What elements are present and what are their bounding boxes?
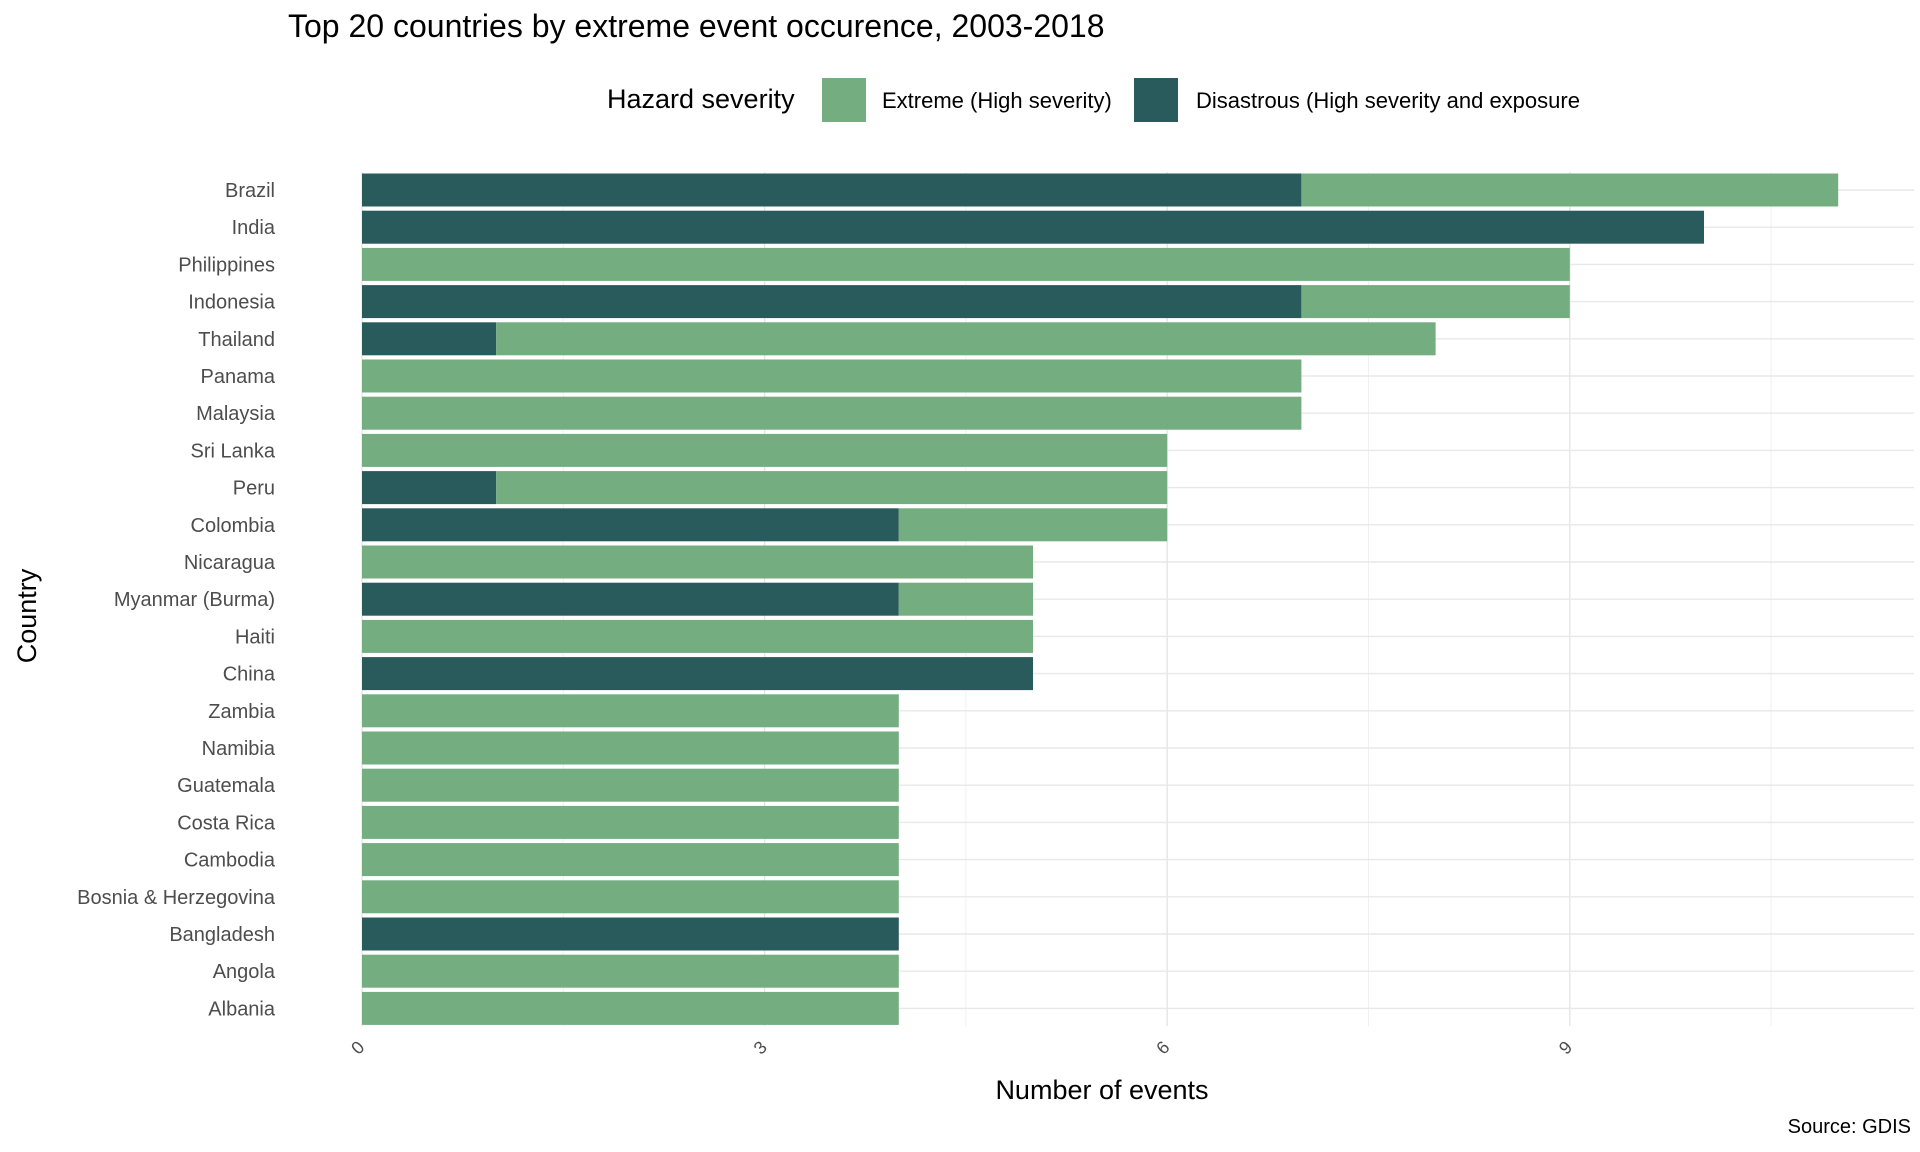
bar-extreme [362,731,899,765]
legend-label-disastrous: Disastrous (High severity and exposure [1196,88,1580,113]
bar-extreme [362,768,899,802]
x-tick-label: 6 [1152,1037,1173,1058]
y-tick-label: Peru [233,478,275,500]
y-tick-label: China [223,664,276,686]
legend-key-disastrous [1134,78,1178,122]
y-tick-label: Cambodia [184,850,276,872]
y-tick-label: Sri Lanka [191,440,276,462]
bar-extreme [496,471,1168,505]
y-tick-label: Angola [213,961,276,983]
x-tick-label: 0 [347,1037,368,1058]
bar-extreme [898,582,1033,616]
bar-disastrous [362,173,1302,207]
y-tick-label: Haiti [235,626,275,648]
y-tick-label: Bangladesh [169,924,275,946]
chart-title: Top 20 countries by extreme event occure… [288,8,1105,44]
bar-extreme [496,322,1436,356]
y-tick-label: India [232,217,276,239]
bar-disastrous [362,322,497,356]
legend-label-extreme: Extreme (High severity) [882,88,1112,113]
bar-extreme [1301,173,1839,207]
bar-extreme [362,843,899,877]
x-axis-title: Number of events [995,1075,1208,1105]
y-tick-label: Myanmar (Burma) [114,589,275,611]
bar-disastrous [362,285,1302,319]
bar-disastrous [362,657,1033,691]
y-tick-label: Indonesia [188,292,276,314]
bar-extreme [362,433,1168,467]
bar-extreme [898,508,1168,542]
legend: Hazard severity Extreme (High severity) … [0,78,1920,122]
y-tick-label: Nicaragua [184,552,276,574]
bar-disastrous [362,210,1704,244]
bar-disastrous [362,582,899,616]
y-axis-title: Country [12,568,42,663]
y-tick-label: Zambia [208,701,276,723]
bar-extreme [362,247,1570,281]
y-tick-label: Philippines [178,254,275,276]
bar-extreme [362,359,1302,393]
bar-disastrous [362,508,899,542]
bar-extreme [362,991,899,1025]
bar-extreme [362,880,899,914]
y-tick-label: Thailand [198,329,275,351]
y-tick-label: Namibia [202,738,276,760]
bar-disastrous [362,917,899,951]
y-tick-labels: Brazil India Philippines Indonesia Thailand P… [77,180,276,1020]
y-tick-label: Malaysia [196,403,276,425]
bar-extreme [362,805,899,839]
bar-disastrous [362,471,497,505]
y-tick-label: Panama [201,366,276,388]
source-caption: Source: GDIS [1787,1116,1911,1138]
bar-extreme [362,619,1033,653]
y-tick-label: Colombia [191,515,276,537]
x-tick-label: 9 [1555,1037,1576,1058]
bar-extreme [362,396,1302,430]
y-tick-label: Guatemala [177,775,276,797]
y-tick-label: Albania [208,998,276,1020]
x-tick-labels: 0 3 6 9 [347,1037,1576,1058]
bars [362,173,1839,1025]
y-tick-label: Brazil [225,180,275,202]
legend-key-extreme [822,78,866,122]
bar-extreme [362,545,1033,579]
x-tick-label: 3 [750,1037,771,1058]
y-tick-label: Costa Rica [177,812,276,834]
legend-title: Hazard severity [607,84,795,114]
bar-extreme [362,954,899,988]
y-tick-label: Bosnia & Herzegovina [77,887,276,909]
bar-extreme [362,694,899,728]
bar-extreme [1301,285,1570,319]
